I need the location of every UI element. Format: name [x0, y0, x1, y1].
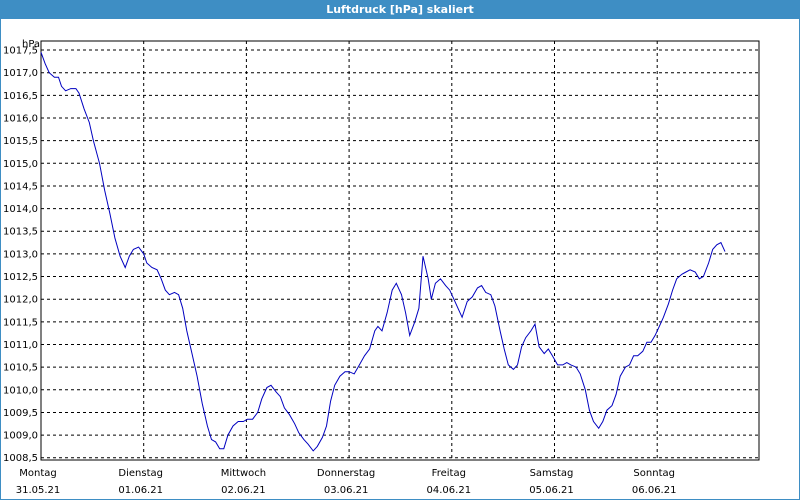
y-tick-label: 1017,0: [3, 68, 38, 79]
y-tick-label: 1011,0: [3, 340, 38, 351]
y-tick-label: 1012,5: [3, 272, 38, 283]
tick-labels: 1008,5 1009,0 1009,5 1010,0 1010,5 1011,0 1011…: [3, 46, 676, 496]
chart-title: Luftdruck [hPa] skaliert: [1, 1, 799, 19]
y-tick-label: 1013,5: [3, 227, 38, 238]
x-tick-day-label: Mittwoch: [221, 468, 266, 479]
x-tick-date-label: 02.06.21: [221, 485, 266, 496]
y-axis-unit: hPa: [22, 39, 40, 50]
y-tick-label: 1009,0: [3, 431, 38, 442]
plot-area: [40, 40, 760, 461]
grid: [41, 41, 759, 460]
y-tick-label: 1013,0: [3, 249, 38, 260]
y-tick-label: 1017,5: [3, 46, 38, 57]
x-tick-day-label: Sonntag: [633, 468, 675, 479]
x-tick-day-label: Freitag: [432, 468, 466, 479]
x-tick-date-label: 05.06.21: [529, 485, 574, 496]
y-tick-label: 1014,5: [3, 181, 38, 192]
series-line: [40, 52, 726, 452]
x-tick-day-label: Montag: [19, 468, 56, 479]
x-tick-date-label: 03.06.21: [324, 485, 369, 496]
x-tick-day-label: Dienstag: [118, 468, 163, 479]
y-tick-label: 1011,5: [3, 317, 38, 328]
y-tick-label: 1010,0: [3, 385, 38, 396]
y-tick-label: 1016,0: [3, 114, 38, 125]
x-tick-date-label: 31.05.21: [16, 485, 61, 496]
y-tick-label: 1009,5: [3, 408, 38, 419]
y-tick-label: 1015,0: [3, 159, 38, 170]
x-tick-day-label: Donnerstag: [317, 468, 375, 479]
y-tick-label: 1012,0: [3, 295, 38, 306]
y-tick-label: 1014,0: [3, 204, 38, 215]
y-tick-label: 1016,5: [3, 91, 38, 102]
y-tick-label: 1008,5: [3, 453, 38, 464]
x-tick-date-label: 01.06.21: [118, 485, 163, 496]
x-tick-date-label: 04.06.21: [427, 485, 472, 496]
y-tick-label: 1010,5: [3, 363, 38, 374]
x-tick-day-label: Samstag: [530, 468, 574, 479]
x-tick-date-label: 06.06.21: [632, 485, 677, 496]
y-tick-label: 1015,5: [3, 136, 38, 147]
